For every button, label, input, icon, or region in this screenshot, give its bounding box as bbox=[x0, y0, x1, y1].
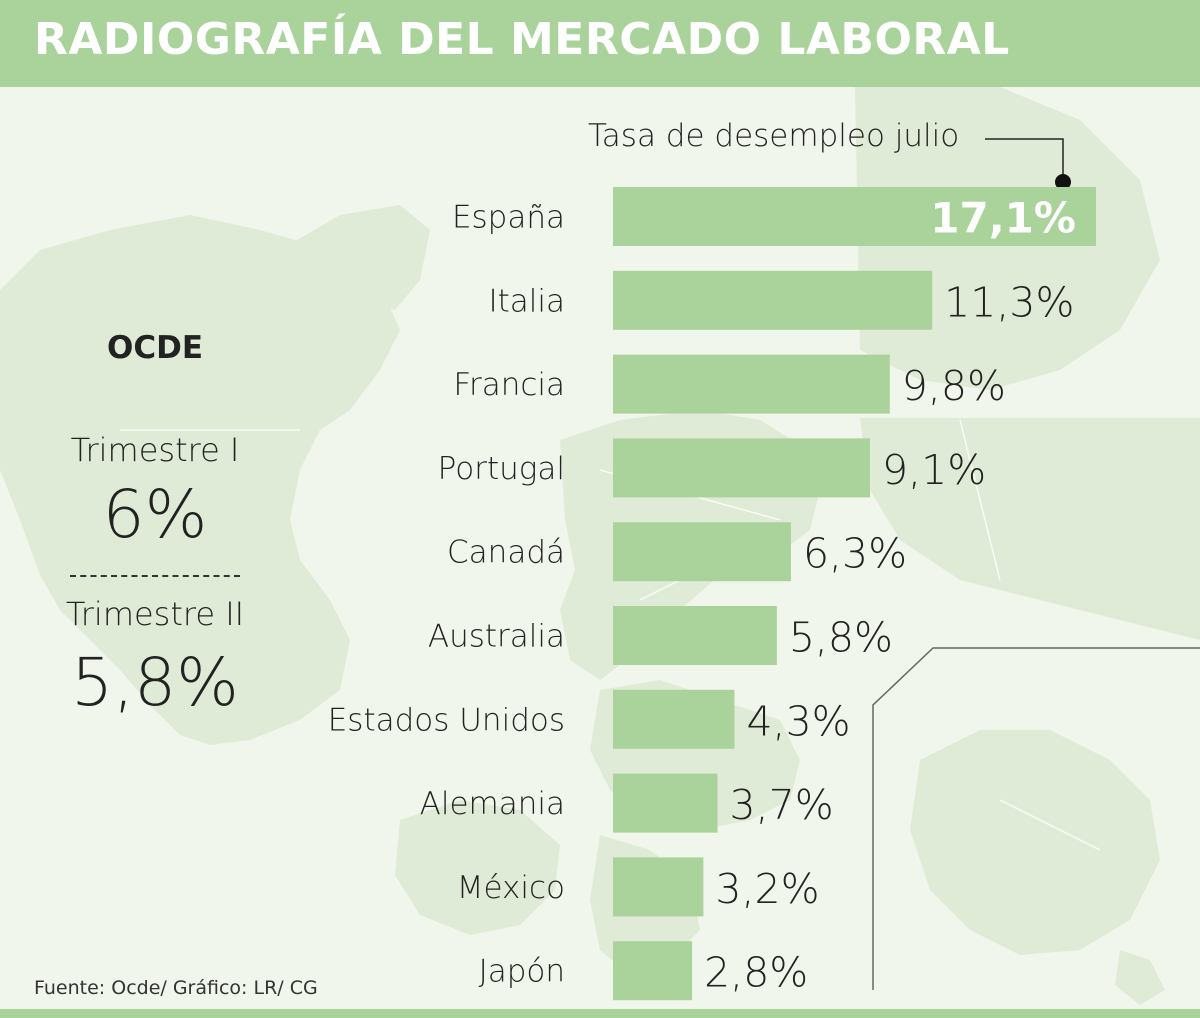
value-label-australia: 5,8% bbox=[789, 614, 893, 662]
legend-leader-line bbox=[985, 138, 1064, 181]
title-bar: RADIOGRAFÍA DEL MERCADO LABORAL bbox=[0, 0, 1200, 87]
bar-alemania bbox=[613, 773, 718, 833]
source-note: Fuente: Ocde/ Gráfico: LR/ CG bbox=[34, 977, 318, 999]
category-label-italia: Italia bbox=[488, 283, 565, 319]
page-title: RADIOGRAFÍA DEL MERCADO LABORAL bbox=[34, 14, 1010, 65]
ocde-heading: OCDE bbox=[106, 330, 203, 366]
value-label-alemania: 3,7% bbox=[730, 781, 834, 829]
category-label-espana: España bbox=[452, 200, 565, 236]
bar-canada bbox=[613, 522, 791, 582]
value-label-francia: 9,8% bbox=[902, 362, 1006, 410]
value-label-canada: 6,3% bbox=[803, 530, 907, 578]
bar-francia bbox=[613, 354, 890, 414]
quarter-1-value: 6% bbox=[102, 476, 208, 553]
quarter-2-label: Trimestre II bbox=[65, 595, 245, 633]
value-label-espana: 17,1% bbox=[930, 194, 1076, 243]
quarter-1-label: Trimestre I bbox=[70, 431, 240, 469]
value-label-japon: 2,8% bbox=[704, 949, 808, 997]
bottom-rule bbox=[0, 1009, 1200, 1018]
bar-espana bbox=[613, 187, 1096, 246]
bar-australia bbox=[613, 606, 777, 665]
value-label-mexico: 3,2% bbox=[715, 865, 819, 913]
category-label-portugal: Portugal bbox=[438, 451, 565, 487]
category-label-australia: Australia bbox=[428, 619, 565, 655]
legend-label: Tasa de desempleo julio bbox=[588, 118, 960, 154]
quarter-divider bbox=[70, 575, 240, 577]
category-label-mexico: México bbox=[457, 870, 565, 906]
bar-italia bbox=[613, 270, 933, 330]
category-label-canada: Canadá bbox=[447, 535, 565, 571]
category-label-francia: Francia bbox=[453, 367, 565, 403]
legend-marker-dot bbox=[1055, 174, 1071, 190]
bar-mexico bbox=[613, 857, 704, 917]
value-label-estados-unidos: 4,3% bbox=[746, 697, 850, 745]
quarter-2-value: 5,8% bbox=[71, 644, 239, 721]
category-label-japon: Japón bbox=[479, 954, 565, 990]
value-label-portugal: 9,1% bbox=[882, 446, 986, 494]
category-label-alemania: Alemania bbox=[420, 786, 565, 822]
bar-portugal bbox=[613, 438, 871, 498]
bar-japon bbox=[613, 941, 693, 1001]
value-label-italia: 11,3% bbox=[944, 278, 1074, 326]
bar-estados-unidos bbox=[613, 689, 735, 749]
category-label-estados-unidos: Estados Unidos bbox=[328, 702, 565, 738]
